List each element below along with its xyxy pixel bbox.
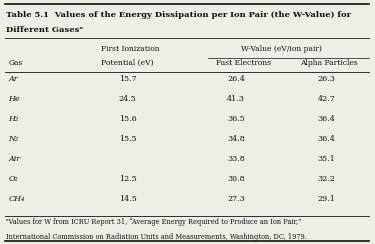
Text: 36.5: 36.5 xyxy=(227,115,245,123)
Text: 26.3: 26.3 xyxy=(317,75,335,83)
Text: Table 5.1  Values of the Energy Dissipation per Ion Pair (the W-Value) for: Table 5.1 Values of the Energy Dissipati… xyxy=(6,11,351,19)
Text: Alpha Particles: Alpha Particles xyxy=(300,59,358,67)
Text: Ar: Ar xyxy=(8,75,18,83)
Text: 42.7: 42.7 xyxy=(317,95,335,103)
Text: 15.5: 15.5 xyxy=(118,135,136,143)
Text: W-Value (eV/ion pair): W-Value (eV/ion pair) xyxy=(241,45,322,53)
Text: Fast Electrons: Fast Electrons xyxy=(216,59,271,67)
Text: N₂: N₂ xyxy=(8,135,18,143)
Text: 36.4: 36.4 xyxy=(317,135,335,143)
Text: 15.6: 15.6 xyxy=(118,115,136,123)
Text: First Ionization: First Ionization xyxy=(101,45,160,53)
Text: 41.3: 41.3 xyxy=(227,95,245,103)
Text: 12.5: 12.5 xyxy=(118,175,136,183)
Text: 15.7: 15.7 xyxy=(118,75,136,83)
Text: Air: Air xyxy=(8,155,20,163)
Text: 35.1: 35.1 xyxy=(317,155,335,163)
Text: 27.3: 27.3 xyxy=(227,195,245,203)
Text: He: He xyxy=(8,95,20,103)
Text: ᵃValues for W from ICRU Report 31, “Average Energy Required to Produce an Ion Pa: ᵃValues for W from ICRU Report 31, “Aver… xyxy=(6,218,302,226)
Text: Gas: Gas xyxy=(8,59,22,67)
Text: 34.8: 34.8 xyxy=(227,135,245,143)
Text: 30.8: 30.8 xyxy=(227,175,245,183)
Text: 26.4: 26.4 xyxy=(227,75,245,83)
Text: 14.5: 14.5 xyxy=(118,195,136,203)
Text: 36.4: 36.4 xyxy=(317,115,335,123)
Text: 33.8: 33.8 xyxy=(227,155,245,163)
Text: 24.5: 24.5 xyxy=(118,95,136,103)
Text: H₂: H₂ xyxy=(8,115,18,123)
Text: CH₄: CH₄ xyxy=(8,195,25,203)
Text: 29.1: 29.1 xyxy=(317,195,335,203)
Text: Potential (eV): Potential (eV) xyxy=(101,59,154,67)
Text: 32.2: 32.2 xyxy=(317,175,335,183)
Text: International Commission on Radiation Units and Measurements, Washington, DC, 19: International Commission on Radiation Un… xyxy=(6,233,307,241)
Text: Different Gasesᵃ: Different Gasesᵃ xyxy=(6,26,84,34)
Text: O₂: O₂ xyxy=(8,175,18,183)
